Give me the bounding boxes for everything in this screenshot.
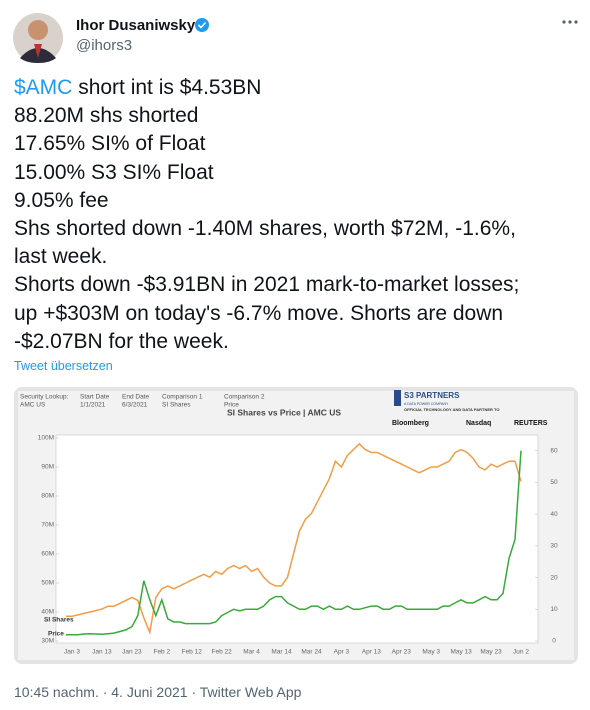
y2-tick-label: 10: [550, 606, 558, 613]
line-text: 15.00% S3 SI% Float: [14, 160, 214, 184]
verified-badge: [195, 18, 209, 32]
line-text: last week.: [14, 245, 108, 269]
line-text: 17.65% SI% of Float: [14, 132, 206, 156]
header-value: Price: [224, 402, 239, 409]
header-label: Security Lookup:: [20, 394, 69, 401]
x-tick-label: Jan 13: [92, 649, 112, 656]
brand-mark: [394, 390, 401, 406]
series-line: [66, 442, 522, 635]
x-tick-label: May 13: [450, 649, 472, 656]
tweet-line: last week.: [14, 243, 519, 271]
translate-link[interactable]: Tweet übersetzen: [14, 359, 113, 373]
x-tick-label: Mar 4: [243, 649, 260, 656]
x-tick-label: Apr 3: [334, 649, 350, 656]
series-line: [66, 450, 522, 636]
avatar-face: [28, 20, 48, 40]
display-name[interactable]: Ihor Dusaniwsky: [76, 17, 196, 34]
avatar-tie: [34, 44, 42, 58]
y-tick-label: 90M: [41, 464, 54, 471]
y2-tick-label: 40: [550, 511, 558, 518]
x-tick-label: Apr 13: [362, 649, 382, 656]
series-label: SI Shares: [44, 617, 74, 624]
brand-tagline: A DATA POWER COMPANY: [404, 402, 449, 406]
x-tick-label: Jun 2: [513, 649, 529, 656]
tweet-line: $AMC short int is $4.53BN: [14, 74, 519, 102]
tweet-line: Shorts down -$3.91BN in 2021 mark-to-mar…: [14, 271, 519, 299]
header-label: Comparison 2: [224, 394, 265, 401]
y2-tick-label: 50: [550, 479, 558, 486]
verified-check: [197, 21, 207, 29]
header-label: Start Date: [80, 394, 110, 401]
y2-tick-label: 60: [550, 447, 558, 454]
tweet-line: 88.20M shs shorted: [14, 102, 519, 130]
line-text: Shs shorted down -1.40M shares, worth $7…: [14, 217, 516, 241]
y-tick-label: 40M: [41, 609, 54, 616]
tweet-text: $AMC short int is $4.53BN 88.20M shs shor…: [14, 74, 519, 356]
line-text: 9.05% fee: [14, 188, 109, 212]
chart-title: SI Shares vs Price | AMC US: [227, 407, 341, 417]
x-tick-label: May 23: [480, 649, 502, 656]
tweet-line: 15.00% S3 SI% Float: [14, 159, 519, 187]
tweet-line: 9.05% fee: [14, 187, 519, 215]
x-tick-label: Jan 23: [122, 649, 142, 656]
header-value: AMC US: [20, 402, 46, 409]
partner-logo: Nasdaq: [466, 420, 491, 427]
partner-logo: Bloomberg: [392, 420, 429, 427]
timestamp[interactable]: 10:45 nachm. · 4. Juni 2021 · Twitter We…: [14, 684, 302, 700]
tweet-line: Shs shorted down -1.40M shares, worth $7…: [14, 215, 519, 243]
x-tick-label: May 3: [422, 649, 440, 656]
y2-tick-label: 0: [552, 638, 556, 645]
tweet-line: -$2.07BN for the week.: [14, 328, 519, 356]
chart-image[interactable]: Security Lookup:AMC US Start Date1/1/2021…: [14, 387, 578, 664]
header-label: Comparison 1: [162, 394, 203, 401]
line-text: Shorts down -$3.91BN in 2021 mark-to-mar…: [14, 273, 520, 297]
line-text: short int is $4.53BN: [72, 76, 262, 99]
x-tick-label: Mar 14: [271, 649, 292, 656]
series-label: Price: [48, 631, 64, 638]
y-tick-label: 30M: [41, 638, 54, 645]
header-label: End Date: [122, 394, 149, 401]
tweet-line: up +$303M on today's -6.7% move. Shorts …: [14, 300, 519, 328]
y-tick-label: 50M: [41, 580, 54, 587]
brand-partner: OFFICIAL TECHNOLOGY AND DATA PARTNER TO: [404, 407, 499, 412]
y-tick-label: 80M: [41, 493, 54, 500]
x-tick-label: Jan 3: [64, 649, 80, 656]
x-tick-label: Feb 2: [153, 649, 170, 656]
more-menu[interactable]: [562, 20, 578, 24]
y2-tick-label: 20: [550, 574, 558, 581]
y-tick-label: 60M: [41, 551, 54, 558]
brand-name: S3 PARTNERS: [404, 391, 460, 400]
line-text: 88.20M shs shorted: [14, 104, 199, 128]
x-tick-label: Feb 22: [212, 649, 233, 656]
tweet-line: 17.65% SI% of Float: [14, 130, 519, 158]
handle[interactable]: @ihors3: [76, 37, 133, 54]
y-tick-label: 100M: [38, 435, 54, 442]
x-tick-label: Feb 12: [182, 649, 203, 656]
header-value: SI Shares: [162, 402, 191, 409]
header-value: 1/1/2021: [80, 402, 106, 409]
partner-logo: REUTERS: [514, 420, 548, 427]
y2-tick-label: 30: [550, 543, 558, 550]
x-tick-label: Apr 23: [392, 649, 412, 656]
line-text: up +$303M on today's -6.7% move. Shorts …: [14, 301, 504, 325]
header-graphics: [13, 13, 578, 63]
x-tick-label: Mar 24: [301, 649, 322, 656]
line-text: -$2.07BN for the week.: [14, 329, 229, 353]
y-tick-label: 70M: [41, 522, 54, 529]
header-value: 6/3/2021: [122, 402, 148, 409]
cashtag[interactable]: $AMC: [14, 76, 73, 99]
